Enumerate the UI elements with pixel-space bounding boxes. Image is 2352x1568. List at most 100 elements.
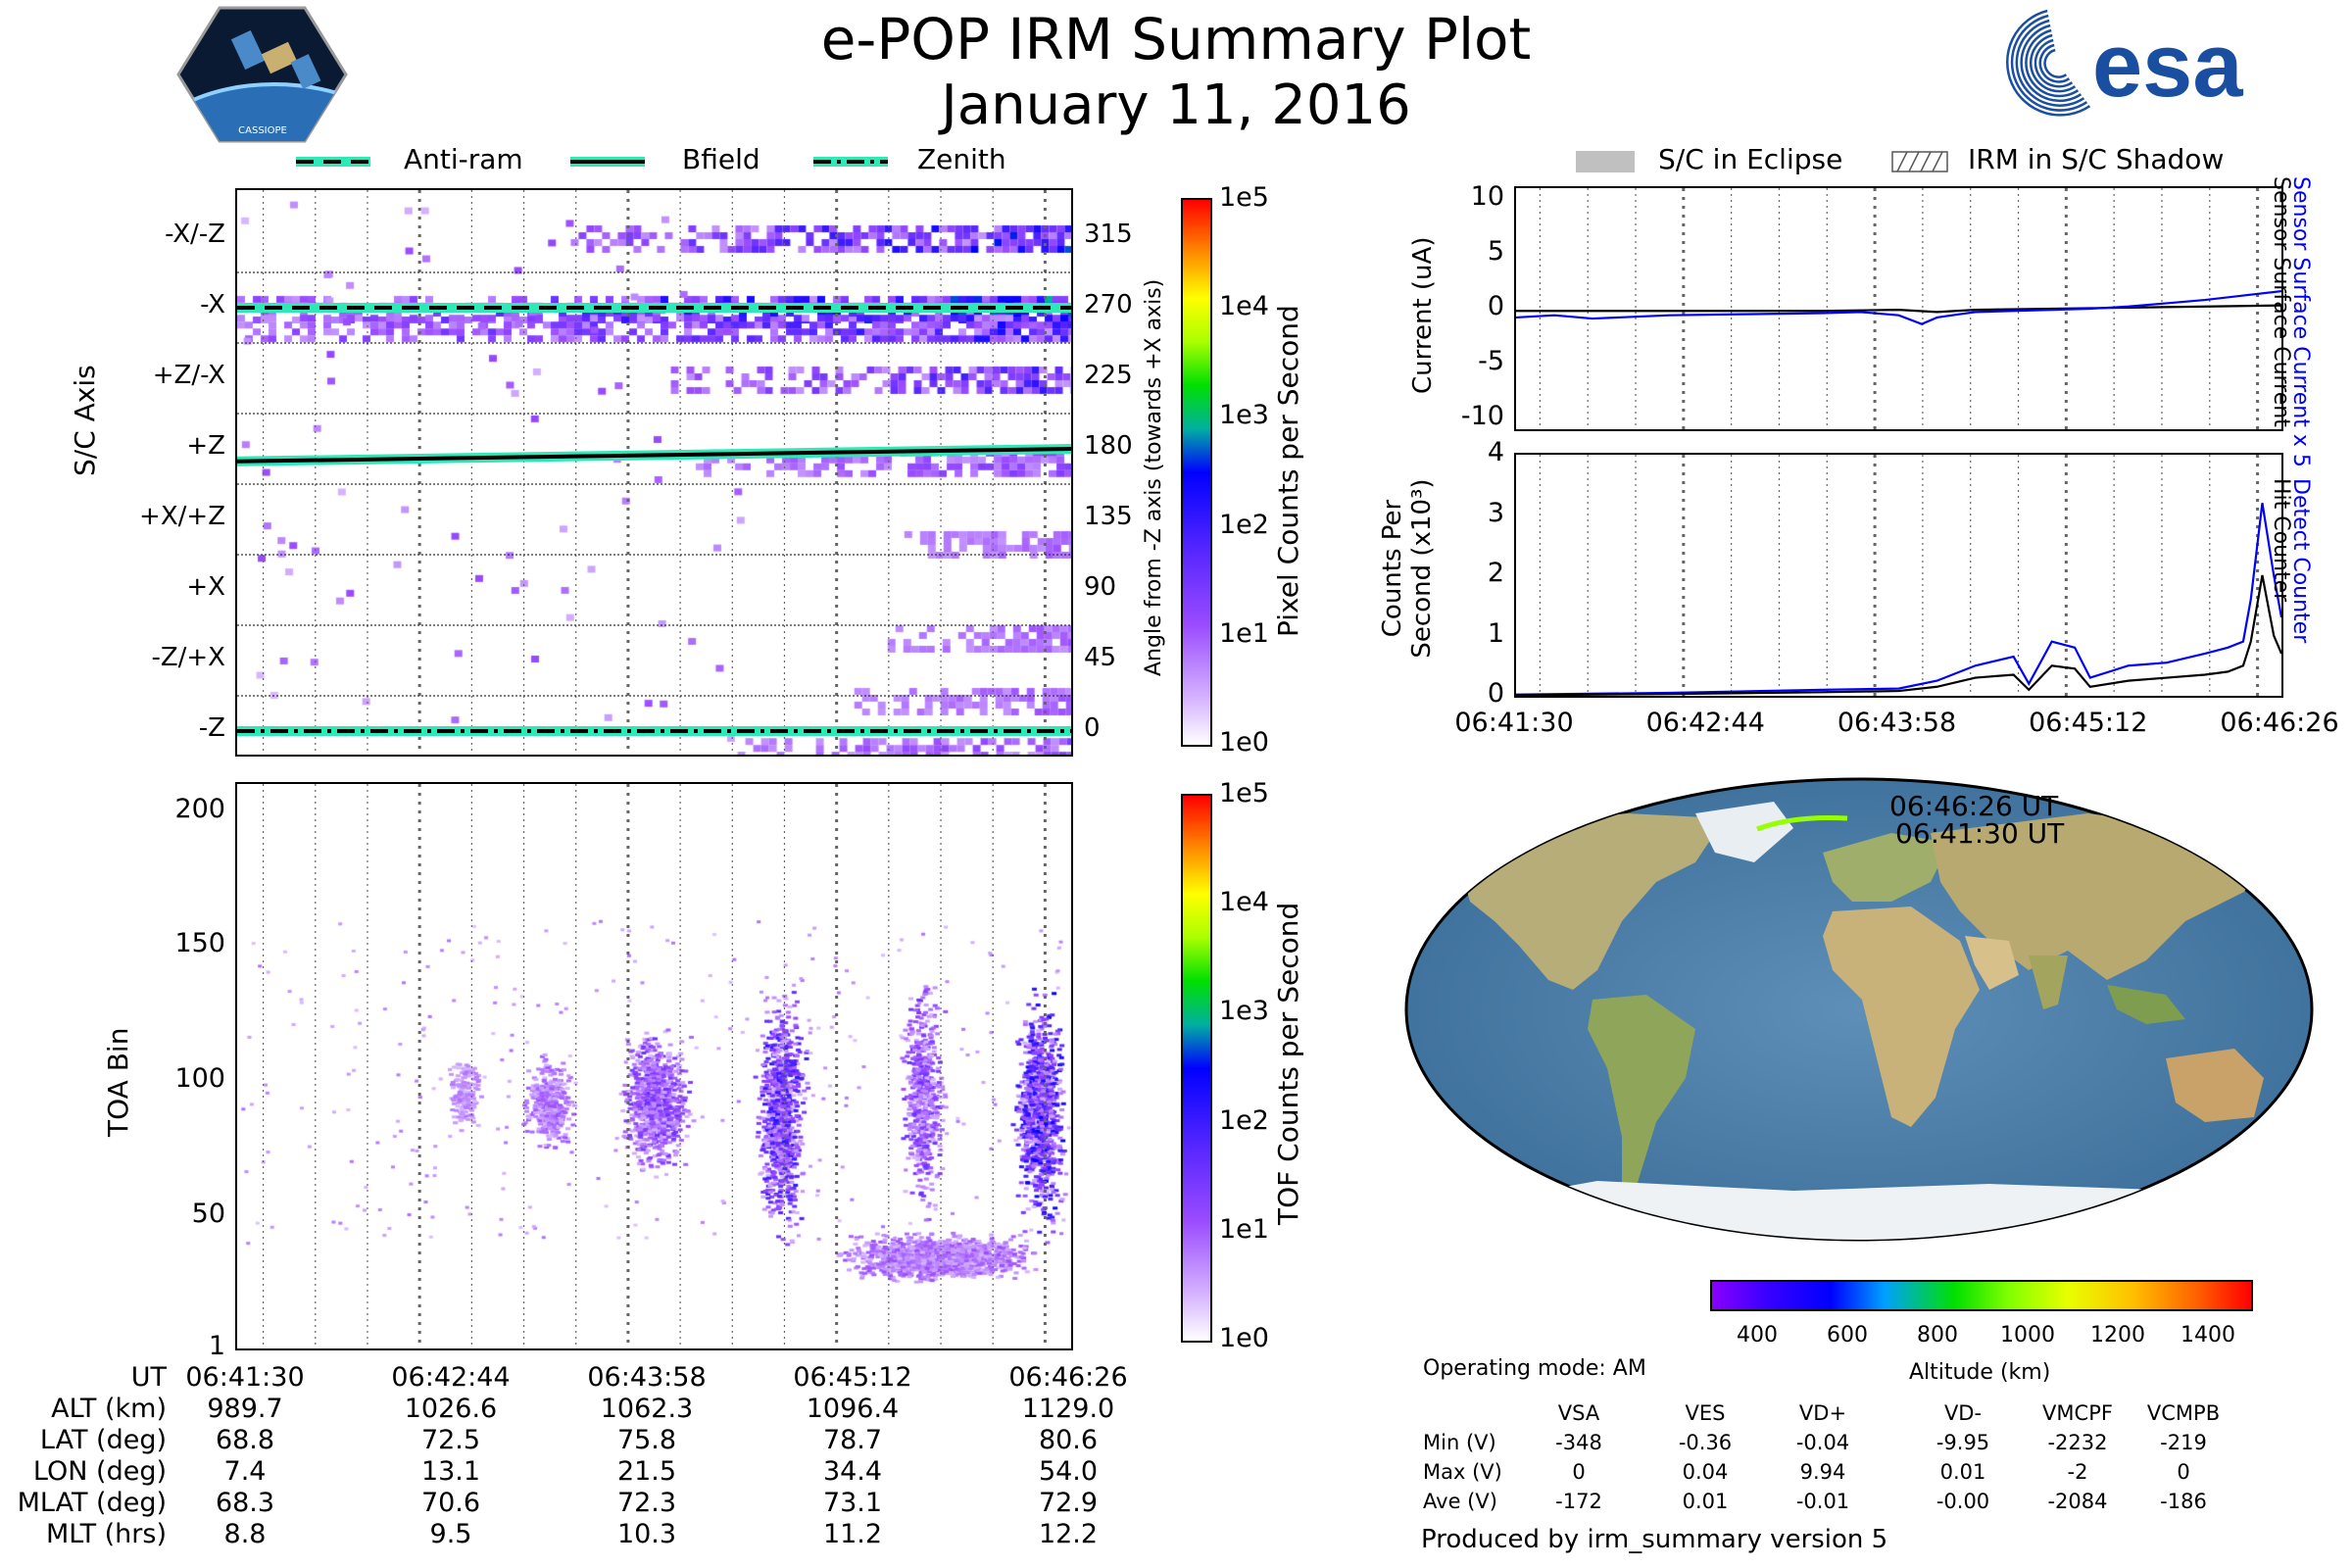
voltage-row-label: Min (V)	[1423, 1431, 1496, 1454]
ephemeris-value: 1026.6	[404, 1394, 498, 1424]
operating-mode: Operating mode: AM	[1423, 1356, 1646, 1381]
north-america	[1460, 813, 1725, 990]
pixel-ylabel-right: Angle from -Z axis (towards +X axis)	[1142, 278, 1166, 676]
ephemeris-value: 70.6	[420, 1488, 481, 1518]
reference-line-bfield	[237, 447, 1071, 464]
time-axis-label: 06:41:30	[185, 1362, 305, 1393]
pixel-axis-label: +X/+Z	[139, 502, 225, 531]
pixel-colorbar	[1181, 198, 1212, 747]
pixel-angle-tick: 90	[1084, 572, 1117, 602]
colorbar-tick: 1e3	[1219, 400, 1269, 431]
asia	[1931, 813, 2264, 980]
counts-ytick: 3	[1487, 497, 1504, 528]
voltage-column-header: VD-	[1943, 1401, 1983, 1425]
tof-heatmap-canvas	[237, 784, 1071, 1348]
voltage-column-header: VD+	[1798, 1401, 1847, 1425]
ephemeris-value: 13.1	[420, 1456, 481, 1487]
world-map	[1404, 777, 2314, 1242]
voltage-value: -172	[1555, 1490, 1602, 1513]
voltage-column-header: VCMPB	[2146, 1401, 2221, 1425]
colorbar-tick: 1e0	[1219, 1323, 1269, 1353]
eclipse-swatch	[1576, 151, 1635, 172]
tof-colorbar	[1181, 794, 1212, 1343]
ephemeris-value: 10.3	[616, 1519, 677, 1549]
bfield-legend-line	[570, 157, 645, 167]
altitude-tick: 1400	[2180, 1323, 2235, 1348]
counts-xtick: 06:41:30	[1454, 708, 1574, 738]
voltage-column-header: VSA	[1557, 1401, 1600, 1425]
tof-ytick: 1	[208, 1331, 225, 1361]
voltage-column-header: VES	[1685, 1401, 1726, 1425]
ephemeris-value: 72.9	[1038, 1488, 1099, 1518]
colorbar-tick: 1e0	[1219, 727, 1269, 758]
counts-xtick: 06:43:58	[1837, 708, 1957, 738]
counts-ytick: 2	[1487, 558, 1504, 588]
legend-shadow-label: IRM in S/C Shadow	[1968, 143, 2225, 175]
india	[2029, 956, 2068, 1009]
tof-colorbar-label: TOF Counts per Second	[1272, 902, 1304, 1225]
altitude-tick: 600	[1827, 1323, 1868, 1348]
altitude-tick: 800	[1917, 1323, 1958, 1348]
current-ytick: -10	[1460, 400, 1504, 431]
voltage-value: -0.01	[1795, 1490, 1850, 1513]
pixel-axis-label: +Z/-X	[152, 361, 225, 390]
pixel-heatmap-panel	[235, 188, 1073, 757]
tof-ytick: 200	[174, 793, 225, 824]
pixel-axis-label: -Z/+X	[151, 643, 225, 672]
ephemeris-value: 1129.0	[1021, 1394, 1115, 1424]
voltage-value: 0	[1572, 1460, 1586, 1484]
tof-ytick: 150	[174, 928, 225, 959]
colorbar-tick: 1e4	[1219, 887, 1269, 918]
ephemeris-value: 1096.4	[806, 1394, 900, 1424]
voltage-value: 0	[2177, 1460, 2190, 1484]
map-start-label: 06:41:30 UT	[1895, 817, 2065, 850]
plot-title: e-POP IRM Summary Plot	[820, 6, 1532, 73]
series-line	[1516, 503, 2281, 696]
ephemeris-value: 78.7	[822, 1425, 883, 1455]
ephemeris-value: 1062.3	[600, 1394, 694, 1424]
antiram-legend-line	[296, 157, 370, 167]
colorbar-tick: 1e5	[1219, 778, 1269, 808]
ephemeris-value: 9.5	[429, 1519, 472, 1549]
satellite-track	[1756, 814, 1848, 832]
tof-ylabel: TOA Bin	[102, 1027, 134, 1137]
plot-date: January 11, 2016	[941, 74, 1411, 137]
svg-text:CASSIOPE: CASSIOPE	[238, 125, 287, 136]
legend-bfield-label: Bfield	[682, 143, 760, 175]
ephemeris-value: 72.5	[420, 1425, 481, 1455]
pixel-angle-tick: 180	[1084, 431, 1133, 461]
current-ytick: 10	[1470, 181, 1504, 213]
current-ylabel: Current (uA)	[1408, 236, 1438, 394]
counts-xtick: 06:42:44	[1645, 708, 1765, 738]
tof-heatmap-panel	[235, 782, 1073, 1350]
time-axis-label: 06:42:44	[391, 1362, 511, 1393]
ephemeris-header-label: UT	[130, 1362, 167, 1393]
ephemeris-value: 75.8	[616, 1425, 677, 1455]
ephemeris-value: 21.5	[616, 1456, 677, 1487]
pixel-ylabel: S/C Axis	[69, 365, 101, 476]
voltage-value: -2084	[2047, 1490, 2108, 1513]
ephemeris-value: 73.1	[822, 1488, 883, 1518]
time-axis-label: 06:46:26	[1008, 1362, 1128, 1393]
colorbar-tick: 1e2	[1219, 1104, 1269, 1136]
tof-ytick: 50	[191, 1198, 225, 1229]
ephemeris-row-label: LON (deg)	[32, 1456, 167, 1487]
current-right-label-black: Sensor Surface Current	[2269, 176, 2293, 427]
voltage-value: 0.01	[1682, 1490, 1729, 1513]
se-asia	[2107, 985, 2185, 1024]
pixel-axis-label: +X	[186, 572, 225, 602]
counts-plot	[1516, 455, 2281, 696]
legend-eclipse-label: S/C in Eclipse	[1658, 143, 1843, 175]
current-ytick: 5	[1487, 236, 1504, 268]
altitude-tick: 1200	[2090, 1323, 2145, 1348]
pixel-angle-tick: 270	[1084, 290, 1133, 319]
counts-panel	[1514, 453, 2283, 698]
voltage-row-label: Ave (V)	[1423, 1490, 1497, 1513]
voltage-value: -2232	[2047, 1431, 2108, 1454]
series-line	[1516, 290, 2281, 325]
shadow-swatch	[1891, 151, 1948, 172]
counts-ylabel: Counts Per Second (x10³)	[1378, 478, 1437, 659]
time-axis-label: 06:43:58	[587, 1362, 707, 1393]
voltage-row-label: Max (V)	[1423, 1460, 1502, 1484]
colorbar-tick: 1e4	[1219, 291, 1269, 322]
